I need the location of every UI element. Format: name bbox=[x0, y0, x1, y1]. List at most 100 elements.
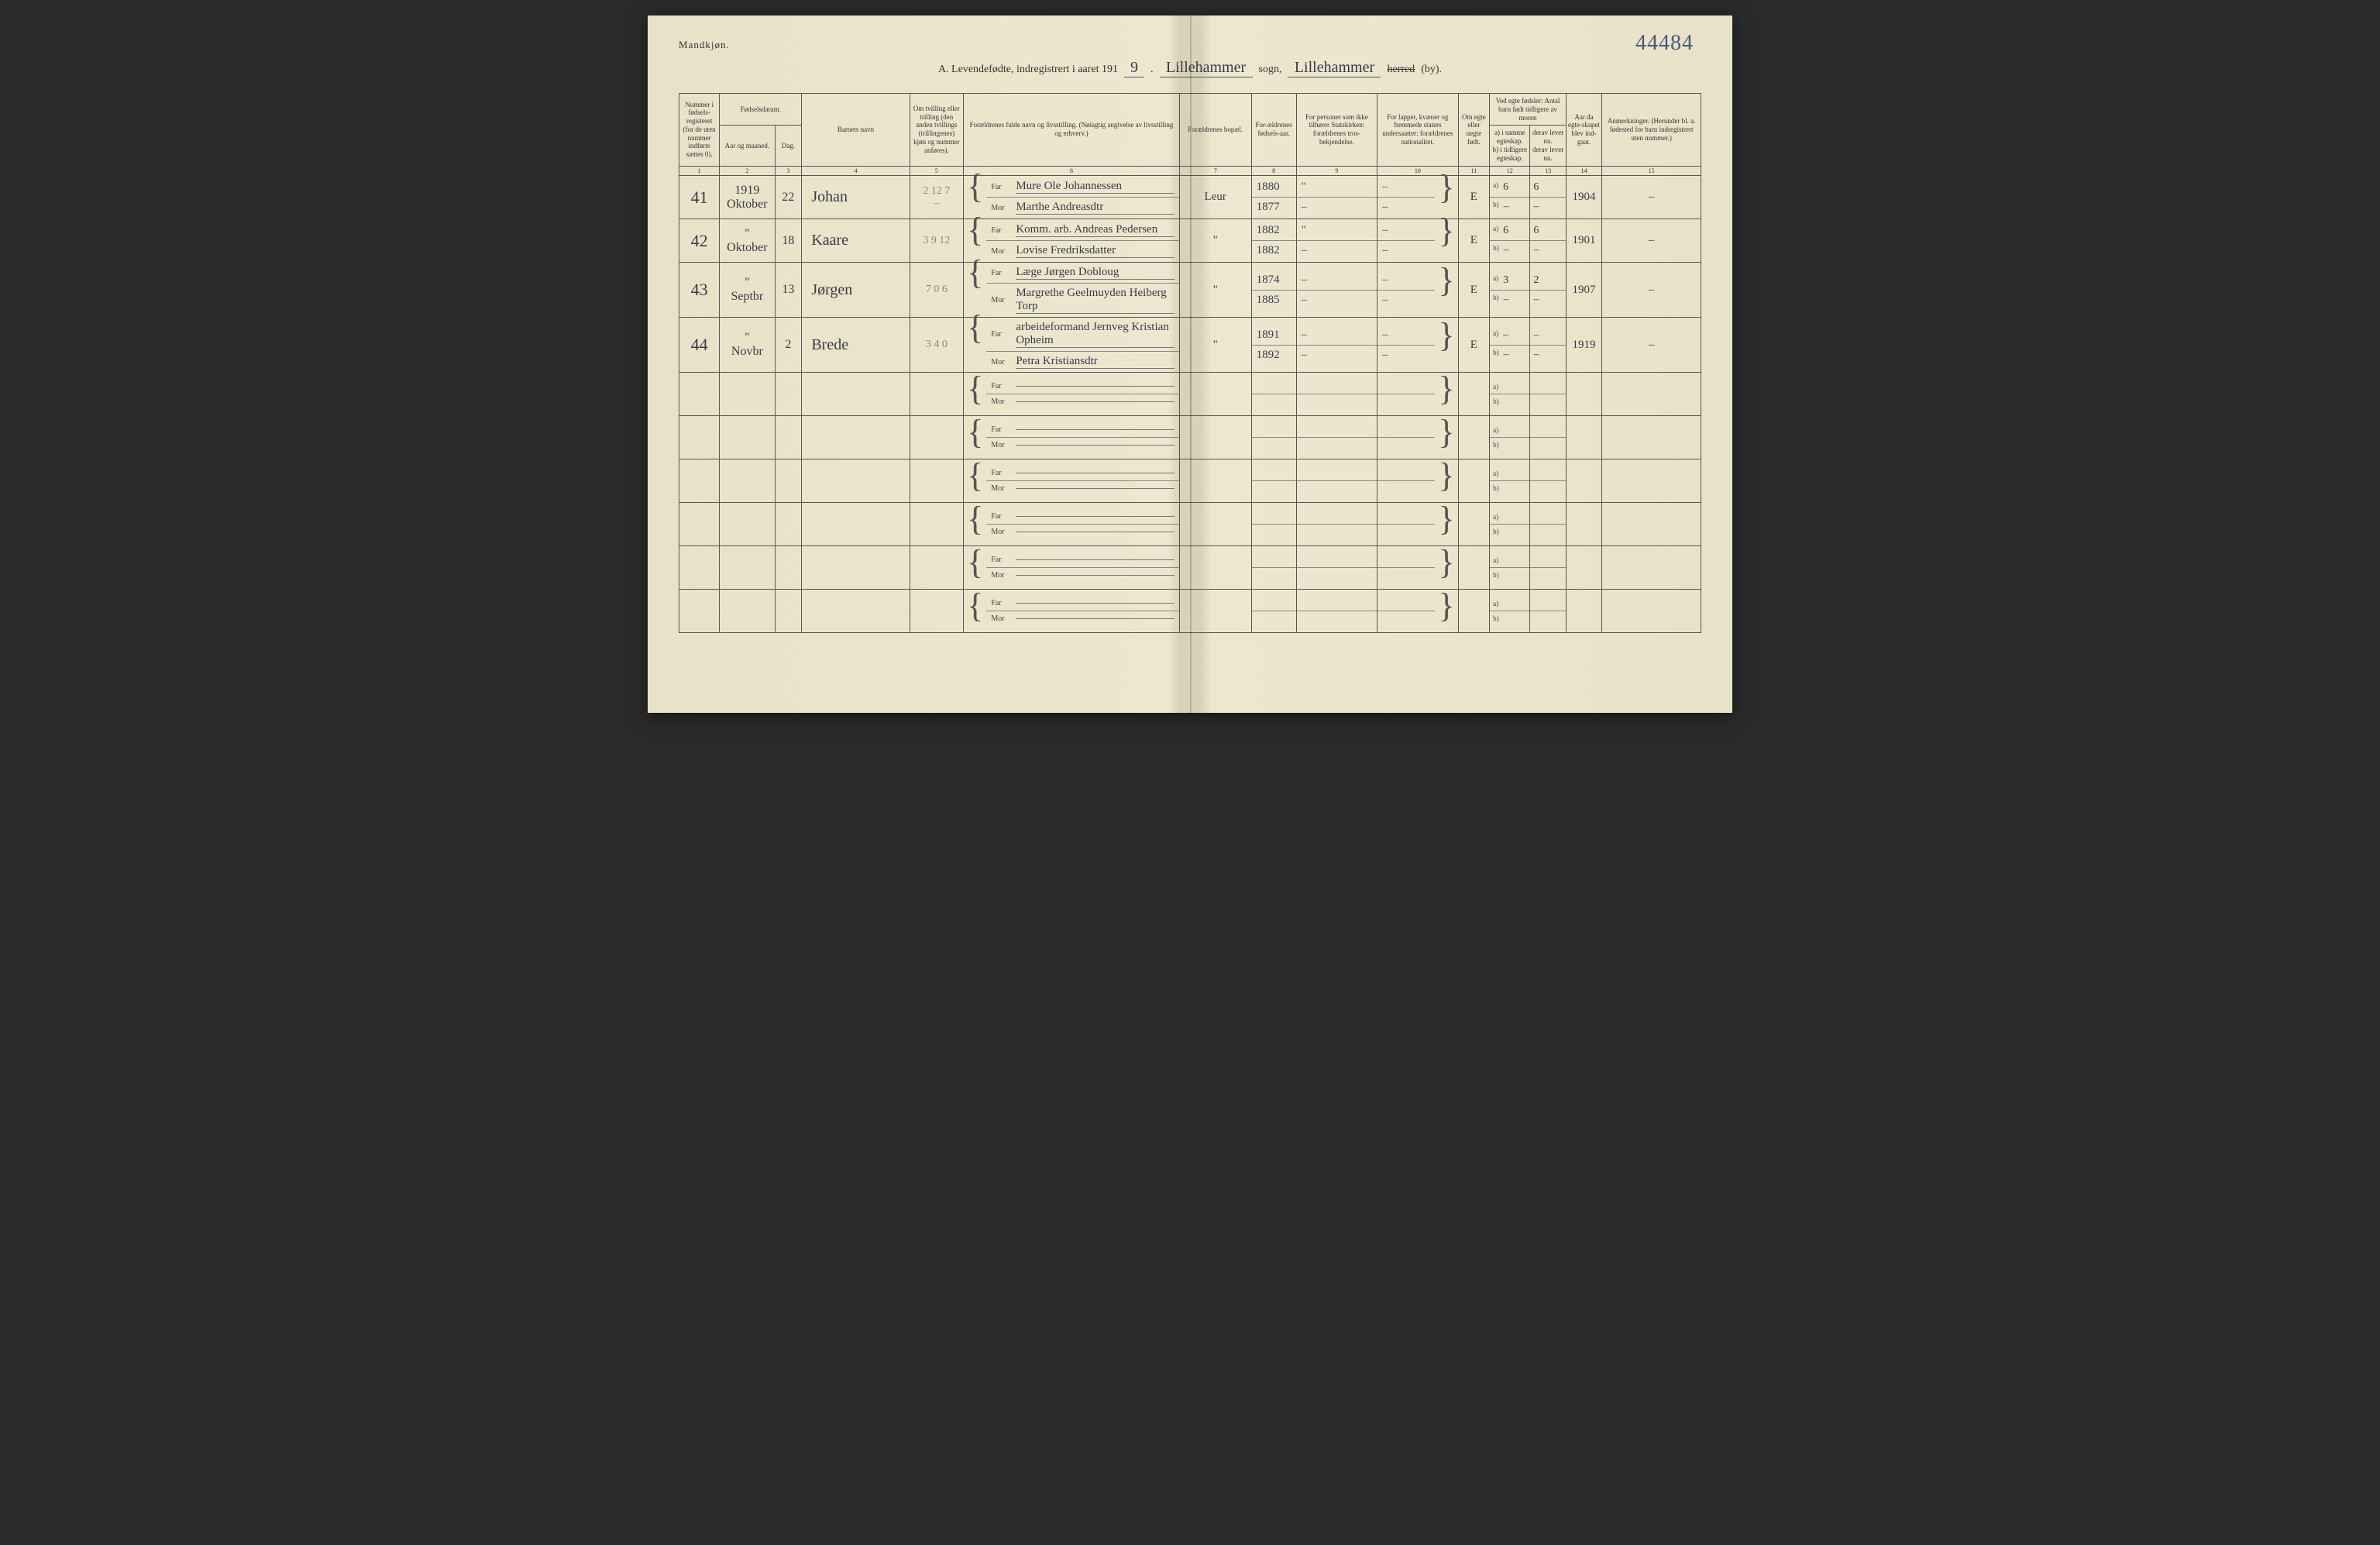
year-month: "Oktober bbox=[720, 219, 775, 263]
religion: " – bbox=[1296, 219, 1377, 263]
colnum: 5 bbox=[910, 166, 964, 176]
table-header: Nummer i fødsels-registeret (for de uten… bbox=[679, 94, 1701, 176]
col-12a: a) i samme egteskap.b) i tidligere egtes… bbox=[1490, 126, 1530, 166]
child-name: Brede bbox=[802, 318, 910, 373]
remarks: – bbox=[1602, 318, 1701, 373]
nationality: – – } bbox=[1377, 318, 1458, 373]
remarks: – bbox=[1602, 263, 1701, 318]
remarks: – bbox=[1602, 176, 1701, 219]
colnum-row: 1 2 3 4 5 6 7 8 9 10 11 12 13 14 15 bbox=[679, 166, 1701, 176]
living-children: 6 – bbox=[1530, 176, 1566, 219]
nationality: – – } bbox=[1377, 263, 1458, 318]
table-row: { Far Mor } a)b) bbox=[679, 546, 1701, 590]
herred-value: Lillehammer bbox=[1288, 59, 1381, 77]
gender-label: Mandkjøn. bbox=[679, 39, 730, 51]
marriage-year: 1904 bbox=[1566, 176, 1601, 219]
colnum: 12 bbox=[1490, 166, 1530, 176]
col-12-group: Ved egte fødsler: Antal barn født tidlig… bbox=[1490, 94, 1567, 126]
sogn-label: sogn, bbox=[1259, 64, 1282, 76]
col-14: Aar da egte-skapet blev ind-gaat. bbox=[1566, 94, 1601, 167]
twin-note: 2 12 7– bbox=[910, 176, 964, 219]
col-2a: Aar og maaned. bbox=[720, 126, 775, 166]
entry-number: 43 bbox=[679, 263, 720, 318]
birth-years: 1880 1877 bbox=[1251, 176, 1296, 219]
col-5: Om tvilling eller trilling (den anden tv… bbox=[910, 94, 964, 167]
child-name: Johan bbox=[802, 176, 910, 219]
colnum: 3 bbox=[775, 166, 802, 176]
table-row: 41 1919Oktober 22 Johan 2 12 7– { FarMur… bbox=[679, 176, 1701, 219]
col-7: Forældrenes bopæl. bbox=[1179, 94, 1251, 167]
table-row: { Far Mor } a)b) bbox=[679, 459, 1701, 503]
legitimate: E bbox=[1458, 176, 1490, 219]
table-row: { Far Mor } a)b) bbox=[679, 373, 1701, 416]
year-month: "Septbr bbox=[720, 263, 775, 318]
residence: " bbox=[1179, 219, 1251, 263]
legitimate: E bbox=[1458, 263, 1490, 318]
title-prefix: A. Levendefødte, indregistrert i aaret 1… bbox=[938, 64, 1118, 76]
mother-name: Margrethe Geelmuyden Heiberg Torp bbox=[1016, 287, 1174, 314]
living-children: – – bbox=[1530, 318, 1566, 373]
table-row: 42 "Oktober 18 Kaare 3 9 12 { FarKomm. a… bbox=[679, 219, 1701, 263]
col-11: Om egte eller uegte født. bbox=[1458, 94, 1490, 167]
day: 2 bbox=[775, 318, 802, 373]
residence: " bbox=[1179, 263, 1251, 318]
table-row: { Far Mor } a)b) bbox=[679, 503, 1701, 546]
parents: { Fararbeideformand Jernveg Kristian Oph… bbox=[964, 318, 1180, 373]
colnum: 4 bbox=[802, 166, 910, 176]
table-row: { Far Mor } a)b) bbox=[679, 416, 1701, 459]
table-body: 41 1919Oktober 22 Johan 2 12 7– { FarMur… bbox=[679, 176, 1701, 633]
colnum: 9 bbox=[1296, 166, 1377, 176]
prior-children: a)6 b)– bbox=[1490, 219, 1530, 263]
colnum: 1 bbox=[679, 166, 720, 176]
parents: { FarMure Ole Johannessen MorMarthe Andr… bbox=[964, 176, 1180, 219]
living-children: 2 – bbox=[1530, 263, 1566, 318]
birth-years: 1874 1885 bbox=[1251, 263, 1296, 318]
marriage-year: 1901 bbox=[1566, 219, 1601, 263]
father-name: Mure Ole Johannessen bbox=[1016, 180, 1174, 194]
mother-name: Petra Kristiansdtr bbox=[1016, 355, 1174, 369]
twin-note: 3 4 0 bbox=[910, 318, 964, 373]
parents: { FarLæge Jørgen Dobloug MorMargrethe Ge… bbox=[964, 263, 1180, 318]
marriage-year: 1919 bbox=[1566, 318, 1601, 373]
col-8: For-ældrenes fødsels-aar. bbox=[1251, 94, 1296, 167]
colnum: 11 bbox=[1458, 166, 1490, 176]
father-name: Læge Jørgen Dobloug bbox=[1016, 266, 1174, 280]
religion: – – bbox=[1296, 318, 1377, 373]
mother-name: Marthe Andreasdtr bbox=[1016, 201, 1174, 215]
sogn-value: Lillehammer bbox=[1160, 59, 1253, 77]
living-children: 6 – bbox=[1530, 219, 1566, 263]
day: 22 bbox=[775, 176, 802, 219]
colnum: 6 bbox=[964, 166, 1180, 176]
col-13: derav lever nu.derav lever nu. bbox=[1530, 126, 1566, 166]
prior-children: a)3 b)– bbox=[1490, 263, 1530, 318]
col-15: Anmerkninger. (Herunder bl. a. fødested … bbox=[1602, 94, 1701, 167]
prior-children: a)– b)– bbox=[1490, 318, 1530, 373]
religion: – – bbox=[1296, 263, 1377, 318]
year-suffix: 9 bbox=[1124, 59, 1144, 77]
year-month: "Novbr bbox=[720, 318, 775, 373]
residence: Leur bbox=[1179, 176, 1251, 219]
legitimate: E bbox=[1458, 318, 1490, 373]
marriage-year: 1907 bbox=[1566, 263, 1601, 318]
day: 13 bbox=[775, 263, 802, 318]
colnum: 2 bbox=[720, 166, 775, 176]
col-2b: Dag. bbox=[775, 126, 802, 166]
register-page: Mandkjøn. 44484 A. Levendefødte, indregi… bbox=[648, 15, 1732, 713]
colnum: 7 bbox=[1179, 166, 1251, 176]
by-label: (by). bbox=[1421, 64, 1442, 76]
colnum: 13 bbox=[1530, 166, 1566, 176]
remarks: – bbox=[1602, 219, 1701, 263]
herred-struck: herred bbox=[1387, 64, 1415, 76]
child-name: Jørgen bbox=[802, 263, 910, 318]
col-4: Barnets navn bbox=[802, 94, 910, 167]
page-number: 44484 bbox=[1635, 31, 1694, 56]
colnum: 14 bbox=[1566, 166, 1601, 176]
table-row: { Far Mor } a)b) bbox=[679, 590, 1701, 633]
col-1: Nummer i fødsels-registeret (for de uten… bbox=[679, 94, 720, 167]
table-row: 43 "Septbr 13 Jørgen 7 0 6 { FarLæge Jør… bbox=[679, 263, 1701, 318]
legitimate: E bbox=[1458, 219, 1490, 263]
table-row: 44 "Novbr 2 Brede 3 4 0 { Fararbeideform… bbox=[679, 318, 1701, 373]
child-name: Kaare bbox=[802, 219, 910, 263]
twin-note: 3 9 12 bbox=[910, 219, 964, 263]
col-2-group: Fødselsdatum. bbox=[720, 94, 802, 126]
